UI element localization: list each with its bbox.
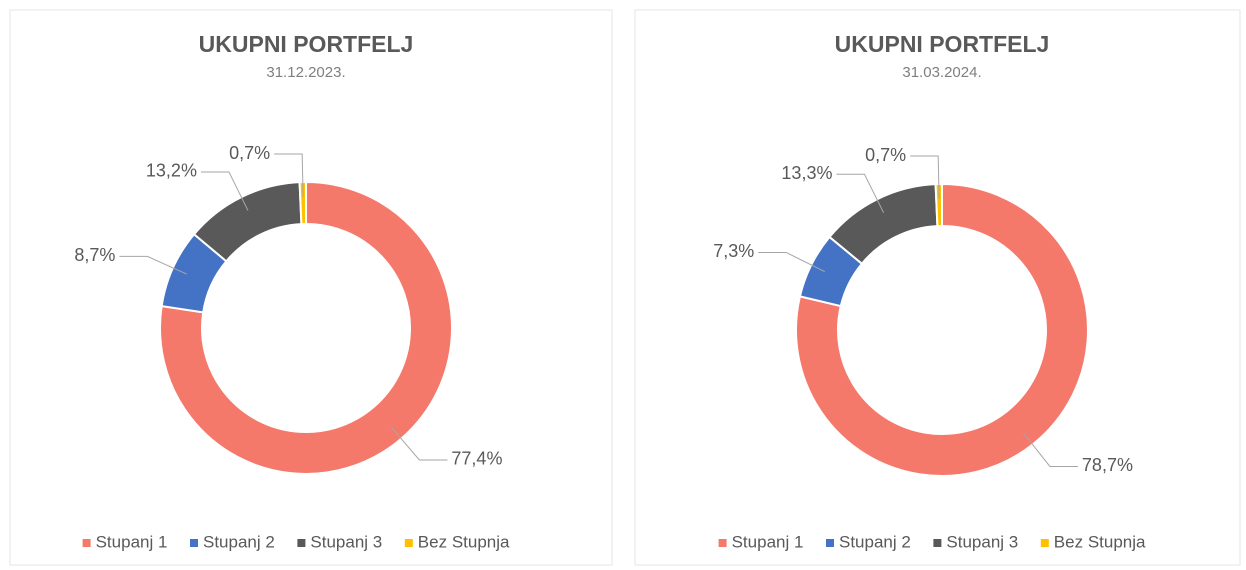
data-label: 8,7% <box>74 245 115 265</box>
legend-label: Stupanj 3 <box>946 532 1018 551</box>
legend-label: Bez Stupnja <box>418 532 510 551</box>
data-label: 13,3% <box>781 163 832 183</box>
data-label: 78,7% <box>1082 455 1133 475</box>
leader-line <box>836 173 885 213</box>
data-label: 13,2% <box>146 161 197 181</box>
leader-line <box>119 255 187 275</box>
donut-segment <box>159 180 453 475</box>
legend-label: Bez Stupnja <box>1054 532 1146 551</box>
panel <box>634 9 1241 566</box>
data-label: 7,3% <box>713 241 754 261</box>
leader-line <box>391 427 448 461</box>
leader-line <box>758 251 825 273</box>
chart-title: UKUPNI PORTFELJ <box>199 31 414 57</box>
legend-swatch <box>297 539 306 547</box>
leader-line <box>1022 432 1078 467</box>
donut-segment <box>934 182 943 228</box>
chart-subtitle: 31.03.2024. <box>902 64 981 81</box>
leader-line <box>274 153 304 198</box>
legend-swatch <box>1040 539 1049 547</box>
leader-line <box>200 171 249 211</box>
legend-label: Stupanj 2 <box>203 532 275 551</box>
legend-label: Stupanj 3 <box>310 532 382 551</box>
donut-segment <box>795 182 1089 477</box>
legend-label: Stupanj 2 <box>839 532 911 551</box>
legend-swatch <box>82 539 91 547</box>
leader-line <box>910 155 940 200</box>
legend-swatch <box>933 539 942 547</box>
donut-segment <box>298 180 307 226</box>
data-label: 0,7% <box>229 143 270 163</box>
legend-swatch <box>826 539 834 547</box>
data-label: 77,4% <box>451 449 502 469</box>
legend-swatch <box>404 539 413 547</box>
legend-swatch <box>718 539 727 547</box>
legend-label: Stupanj 1 <box>732 532 804 551</box>
legend-label: Stupanj 1 <box>96 532 168 551</box>
chart-subtitle: 31.12.2023. <box>266 64 345 81</box>
data-label: 0,7% <box>865 145 906 165</box>
panel <box>9 9 613 566</box>
legend-swatch <box>190 539 198 547</box>
chart-title: UKUPNI PORTFELJ <box>835 31 1050 57</box>
